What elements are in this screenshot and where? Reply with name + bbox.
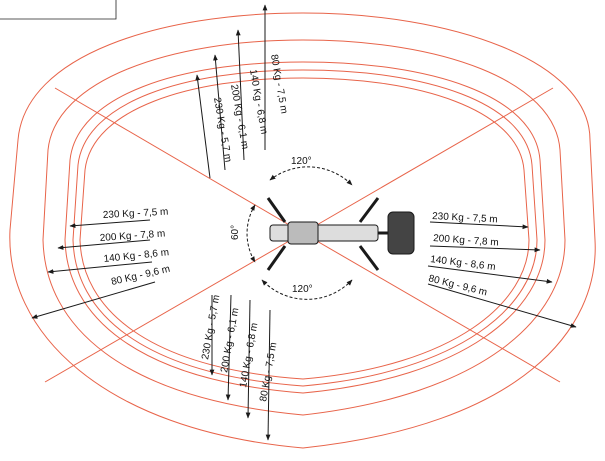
load-label-right: 200 Kg - 7,8 m bbox=[433, 233, 499, 249]
reach-arrow bbox=[213, 54, 226, 171]
angle-label-side: 60° bbox=[230, 225, 241, 240]
sector-line bbox=[44, 232, 304, 383]
sector-line bbox=[54, 87, 304, 234]
envelope-140kg bbox=[64, 61, 546, 394]
angle-label-rear: 120° bbox=[292, 284, 313, 295]
outrigger bbox=[358, 245, 380, 271]
load-label-left: 140 Kg - 8,6 m bbox=[103, 247, 169, 265]
reach-arrow bbox=[195, 74, 211, 179]
load-label-upper: 200 Kg - 6,1 m bbox=[228, 84, 250, 151]
load-label-right: 230 Kg - 7,5 m bbox=[432, 211, 498, 225]
reach-arrow bbox=[31, 281, 156, 319]
outrigger bbox=[358, 197, 380, 223]
machine-turret bbox=[287, 221, 319, 245]
load-label-left: 200 Kg - 7,8 m bbox=[99, 228, 165, 244]
reach-arrow bbox=[429, 245, 541, 253]
outrigger bbox=[266, 245, 287, 271]
load-label-upper: 230 Kg - 5,7 m bbox=[211, 97, 233, 164]
platform-basket bbox=[387, 211, 415, 255]
load-label-left: 230 Kg - 7,5 m bbox=[103, 207, 169, 221]
sector-line bbox=[302, 87, 554, 234]
envelope-80kg bbox=[42, 39, 566, 416]
reach-arrow bbox=[47, 261, 153, 274]
reach-arrow bbox=[225, 294, 232, 401]
envelope-outer bbox=[9, 12, 596, 449]
load-label-lower: 140 Kg - 6,8 m bbox=[238, 322, 260, 389]
reach-arrow bbox=[429, 221, 529, 230]
angle-label-front: 120° bbox=[291, 156, 312, 167]
corner-box bbox=[0, 0, 117, 20]
reach-arrow bbox=[69, 219, 151, 228]
reach-arrow bbox=[427, 283, 577, 328]
load-label-left: 80 Kg - 9,6 m bbox=[110, 264, 171, 288]
reach-arrow bbox=[235, 29, 245, 161]
sector-line bbox=[302, 232, 561, 383]
reach-arrow bbox=[57, 239, 151, 250]
load-label-lower: 230 Kg - 5,7 m bbox=[200, 294, 222, 361]
load-label-lower: 80 Kg - 7,5 m bbox=[258, 341, 279, 402]
rotation-arc-front bbox=[269, 166, 353, 186]
load-label-upper: 80 Kg - 7,5 m bbox=[268, 54, 289, 115]
reach-arrow bbox=[427, 265, 553, 284]
reach-arrow bbox=[245, 299, 251, 419]
machine-boom bbox=[269, 224, 379, 242]
rotation-arc-rear bbox=[261, 279, 353, 300]
rotation-arc-side bbox=[246, 204, 256, 263]
reach-arrow bbox=[265, 309, 271, 441]
envelope-200kg bbox=[72, 69, 538, 387]
load-label-right: 80 Kg - 9,6 m bbox=[427, 273, 488, 298]
load-label-lower: 200 Kg - 6,1 m bbox=[219, 307, 241, 374]
envelope-230kg bbox=[79, 77, 530, 380]
outrigger bbox=[266, 197, 287, 223]
